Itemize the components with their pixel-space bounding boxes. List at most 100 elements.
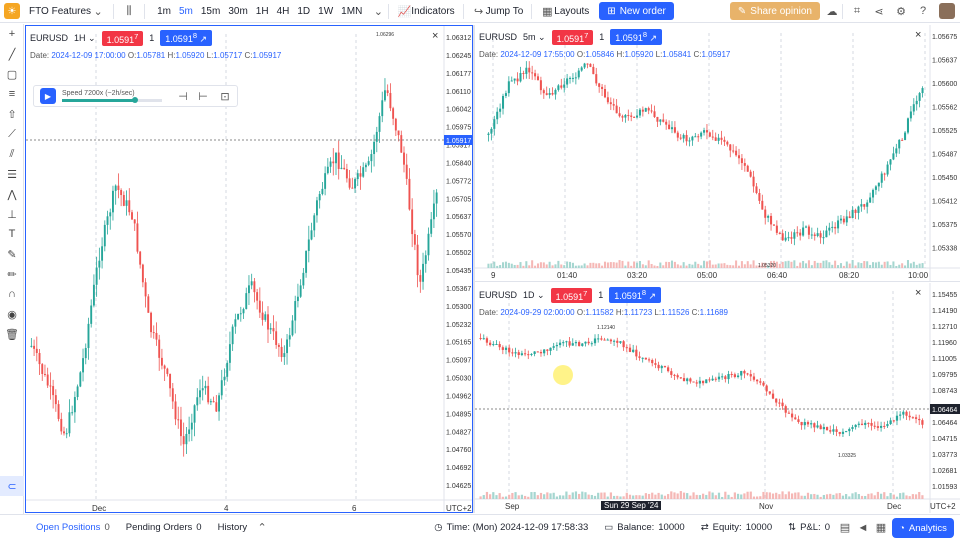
levels-icon[interactable]: ☰	[7, 168, 17, 181]
volume-bar	[810, 265, 813, 268]
indicators-button[interactable]: 📈 Indicators	[392, 0, 459, 23]
trend-line-icon[interactable]: ╱	[8, 48, 16, 61]
volume-bar	[496, 265, 499, 268]
volume-bar	[597, 492, 600, 499]
quantity-value[interactable]: 1	[599, 32, 605, 42]
candle-body	[756, 379, 759, 382]
pane-divider[interactable]	[473, 25, 475, 513]
candle-body	[30, 345, 33, 347]
timeframe-1W[interactable]: 1W	[318, 5, 334, 17]
volume-bar	[563, 265, 566, 268]
sound-icon[interactable]: ◄	[857, 521, 869, 534]
buy-button[interactable]: 1.05918 ↗	[160, 30, 213, 46]
chart-pane-top-right[interactable]: 1.05675 1.05637 1.05600 1.05562 1.05525 1.054…	[475, 25, 960, 282]
link-icon[interactable]: ⊂	[0, 476, 24, 496]
symbol-label[interactable]: EURUSD	[479, 290, 518, 300]
close-pane-icon[interactable]: ×	[915, 287, 922, 299]
symbol-label[interactable]: EURUSD	[479, 32, 518, 42]
balance-readout: ▭ Balance: 10000	[596, 522, 692, 533]
chevron-up-icon[interactable]: ⌃	[257, 522, 267, 534]
volume-bar	[700, 265, 703, 268]
camera-icon[interactable]: ⌗	[853, 4, 861, 17]
timeframe-select[interactable]: 5m ⌄	[523, 31, 546, 42]
sell-button[interactable]: 1.05917	[101, 30, 144, 46]
quantity-value[interactable]: 1	[598, 290, 604, 300]
chevron-down-icon[interactable]: ⌄	[373, 5, 383, 18]
timeframe-30m[interactable]: 30m	[228, 5, 248, 17]
trash-icon[interactable]: 🗑	[5, 328, 19, 341]
timeframe-5m[interactable]: 5m	[178, 5, 193, 17]
avatar[interactable]	[939, 3, 955, 19]
candle-chart-bottom-right[interactable]: 1.15455 1.14190 1.12710 1.11960 1.11005 1.097…	[475, 283, 960, 513]
timeframe-group: 1m 5m 15m 30m 1H 4H 1D 1W 1MN	[148, 0, 371, 23]
calendar-icon[interactable]: ▦	[875, 522, 887, 534]
position-icon[interactable]: ⊥	[7, 208, 17, 221]
crosshair-icon[interactable]: +	[8, 28, 16, 40]
step-forward-icon[interactable]: ⊢	[198, 90, 208, 103]
text-icon[interactable]: T	[8, 228, 16, 240]
timeframe-1m[interactable]: 1m	[157, 5, 171, 17]
timezone-label[interactable]: UTC+2	[930, 502, 956, 511]
volume-bar	[819, 262, 822, 268]
buy-button[interactable]: 1.05918 ↗	[609, 287, 662, 303]
candle-body	[234, 319, 237, 327]
rectangle-icon[interactable]: ▢	[6, 68, 18, 81]
share-opinion-button[interactable]: ✎ Share opinion	[729, 2, 820, 20]
jump-to-icon[interactable]: ⊡	[220, 90, 230, 103]
app-logo-icon[interactable]: ☀	[4, 3, 20, 19]
buy-button[interactable]: 1.05918 ↗	[610, 29, 663, 45]
chart-pane-left[interactable]: 1.06312 1.06245 1.06177 1.06110 1.06042 1.059…	[25, 25, 473, 513]
eye-icon[interactable]: ◉	[7, 308, 17, 321]
timeframe-15m[interactable]: 15m	[200, 5, 221, 17]
chart-pane-bottom-right[interactable]: 1.15455 1.14190 1.12710 1.11960 1.11005 1.097…	[475, 283, 960, 513]
tab-open-positions[interactable]: Open Positions 0	[28, 522, 118, 533]
play-icon[interactable]: ▶	[40, 88, 56, 104]
tab-history[interactable]: History	[210, 522, 256, 533]
candle-body	[495, 344, 498, 346]
candle-body	[427, 233, 430, 256]
arrow-up-icon[interactable]: ⇧	[7, 108, 17, 121]
layouts-button[interactable]: ▦ Layouts	[535, 0, 594, 23]
timeframe-1H[interactable]: 1H	[255, 5, 269, 17]
notes-icon[interactable]: ▤	[839, 522, 851, 534]
settings-icon[interactable]: ⚙	[896, 5, 906, 18]
candle-body	[848, 216, 851, 219]
fib-icon[interactable]: ≡	[8, 88, 16, 100]
step-back-icon[interactable]: ⊣	[178, 90, 188, 103]
tab-pending-orders[interactable]: Pending Orders 0	[118, 522, 210, 533]
speed-slider[interactable]	[62, 97, 162, 103]
sell-button[interactable]: 1.05917	[551, 29, 594, 45]
timezone-label[interactable]: UTC+2	[446, 504, 472, 513]
chart-type-button[interactable]: ⫼	[117, 0, 141, 23]
share-nodes-icon[interactable]: ⋖	[874, 5, 884, 18]
timeframe-4H[interactable]: 4H	[276, 5, 290, 17]
timeframe-1MN[interactable]: 1MN	[341, 5, 363, 17]
symbol-label[interactable]: EURUSD	[30, 33, 69, 43]
candle-body	[854, 209, 857, 213]
timeframe-select[interactable]: 1H ⌄	[74, 32, 96, 43]
magnet-icon[interactable]: ∩	[8, 288, 16, 300]
pattern-icon[interactable]: ⋀	[7, 188, 17, 201]
brush-icon[interactable]: ✎	[7, 248, 17, 261]
candle-chart-top-right[interactable]: 1.05675 1.05637 1.05600 1.05562 1.05525 1.054…	[475, 25, 960, 282]
candle-body	[876, 426, 880, 428]
analytics-button[interactable]: ◔ Analytics	[892, 518, 954, 538]
candle-body	[520, 353, 524, 355]
pencil-icon[interactable]: ✏	[7, 268, 17, 281]
channel-icon[interactable]: ⫽	[9, 147, 15, 160]
close-pane-icon[interactable]: ×	[915, 29, 922, 41]
timeframe-select[interactable]: 1D ⌄	[523, 289, 545, 300]
candle-body	[565, 341, 568, 343]
workspace-selector[interactable]: FTO Features ⌄	[24, 0, 110, 23]
cloud-icon[interactable]: ☁	[826, 5, 838, 18]
timeframe-1D[interactable]: 1D	[297, 5, 311, 17]
jump-to-button[interactable]: ↪ Jump To	[467, 0, 529, 23]
candle-chart-left[interactable]: 1.06312 1.06245 1.06177 1.06110 1.06042 1.059…	[26, 26, 473, 513]
sell-button[interactable]: 1.05917	[550, 287, 593, 303]
new-order-button[interactable]: ⊞ New order	[599, 2, 674, 20]
quantity-value[interactable]: 1	[149, 33, 155, 43]
help-icon[interactable]: ?	[919, 5, 927, 17]
close-pane-icon[interactable]: ×	[432, 30, 439, 42]
volume-bar	[714, 495, 717, 499]
ray-icon[interactable]: ⟋	[8, 127, 16, 140]
